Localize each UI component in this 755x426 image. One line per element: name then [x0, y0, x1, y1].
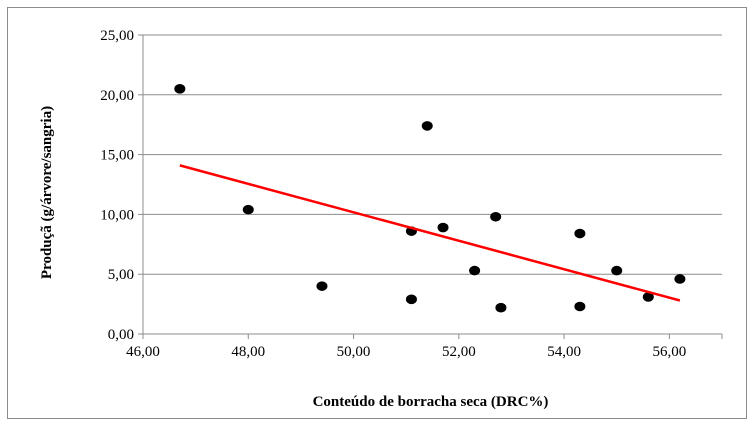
y-tick-label: 10,00	[100, 207, 134, 223]
trendline	[179, 164, 681, 302]
data-points	[174, 84, 686, 313]
data-point	[242, 204, 254, 215]
data-point	[574, 301, 586, 312]
y-tick-label: 15,00	[100, 148, 134, 164]
y-tick-label: 0,00	[108, 327, 134, 343]
x-axis-label: Conteúdo de borracha seca (DRC%)	[313, 394, 549, 410]
y-tick-label: 25,00	[100, 28, 134, 44]
data-point	[469, 265, 481, 276]
data-point	[174, 84, 186, 94]
x-tick-label: 52,00	[442, 344, 476, 360]
data-point	[490, 211, 502, 222]
chart-frame	[7, 7, 747, 419]
data-point	[316, 281, 328, 291]
y-tick-label: 5,00	[108, 267, 134, 283]
x-tick-labels: 46,00 48,00 50,00 52,00 54,00 56,00	[126, 344, 686, 360]
y-tick-labels: 0,00 5,00 10,00 15,00 20,00 25,00	[100, 28, 134, 343]
x-tick-label: 50,00	[337, 344, 371, 360]
data-point	[495, 302, 507, 313]
trendline-group	[179, 164, 681, 302]
y-axis-label: Produçã (g/árvore/sangria)	[39, 106, 55, 279]
data-point	[611, 265, 623, 276]
x-tick-label: 46,00	[126, 344, 160, 360]
data-point	[421, 121, 433, 131]
x-tick-label: 48,00	[231, 344, 265, 360]
x-tick-label: 54,00	[547, 344, 581, 360]
data-point	[642, 292, 654, 302]
data-point	[437, 222, 449, 233]
x-tick-label: 56,00	[652, 344, 686, 360]
axes	[138, 34, 723, 339]
y-tick-label: 20,00	[100, 88, 134, 104]
data-point	[674, 274, 686, 284]
data-point	[405, 294, 417, 305]
data-point	[574, 228, 586, 239]
gridlines	[143, 34, 722, 275]
